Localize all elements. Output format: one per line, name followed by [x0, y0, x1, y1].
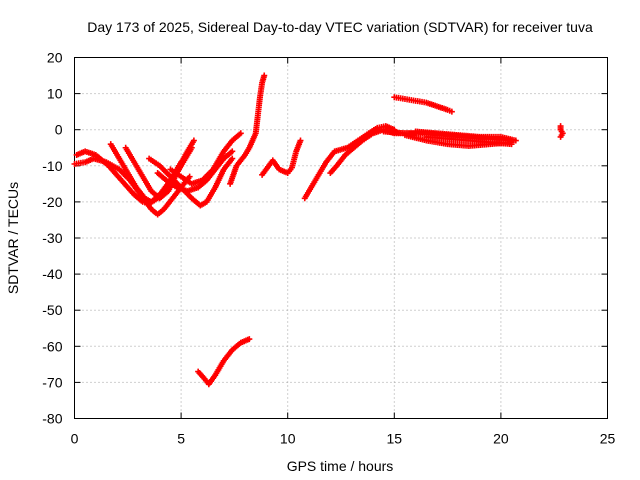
data-point	[512, 137, 519, 144]
chart-title: Day 173 of 2025, Sidereal Day-to-day VTE…	[87, 19, 593, 35]
y-tick-label: 20	[47, 50, 63, 66]
x-tick-label: 0	[71, 431, 79, 447]
data-point	[237, 130, 244, 137]
x-tick-label: 25	[600, 431, 616, 447]
plot-frame	[74, 57, 608, 419]
y-tick-label: 0	[55, 122, 63, 138]
data-point	[229, 155, 236, 162]
series-track-8	[227, 72, 268, 187]
series-track-13	[391, 94, 455, 115]
y-tick-label: -40	[42, 266, 62, 282]
y-tick-label: -60	[42, 338, 62, 354]
y-tick-label: -20	[42, 194, 62, 210]
data-points	[71, 72, 566, 388]
series-track-9	[195, 336, 253, 388]
data-point	[261, 72, 268, 79]
data-point	[246, 336, 253, 343]
x-tick-label: 20	[493, 431, 509, 447]
x-tick-label: 5	[177, 431, 185, 447]
y-tick-label: -50	[42, 302, 62, 318]
y-tick-label: -30	[42, 230, 62, 246]
y-axis: -80 -70 -60 -50 -40 -30 -20 -10 0 10 20	[42, 50, 608, 427]
y-axis-label: SDTVAR / TECUs	[5, 182, 21, 294]
data-point	[297, 137, 304, 144]
x-axis: 0 5 10 15 20 25	[71, 57, 616, 447]
x-tick-label: 10	[280, 431, 296, 447]
data-point	[190, 137, 197, 144]
grid-lines	[74, 57, 608, 419]
y-tick-label: -70	[42, 374, 62, 390]
data-point	[557, 133, 564, 140]
data-point	[508, 141, 515, 148]
series-track-16	[412, 128, 519, 144]
data-point	[448, 108, 455, 115]
x-tick-label: 15	[387, 431, 403, 447]
y-tick-label: -80	[42, 411, 62, 427]
data-point	[186, 173, 193, 180]
series-track-17	[423, 133, 515, 148]
y-tick-label: 10	[47, 86, 63, 102]
y-tick-label: -10	[42, 158, 62, 174]
series-track-7	[167, 130, 244, 187]
x-axis-label: GPS time / hours	[287, 458, 394, 474]
series-track-10	[259, 137, 304, 178]
series-track-18	[557, 123, 566, 140]
data-point	[229, 148, 236, 155]
series-track-11	[301, 123, 398, 202]
